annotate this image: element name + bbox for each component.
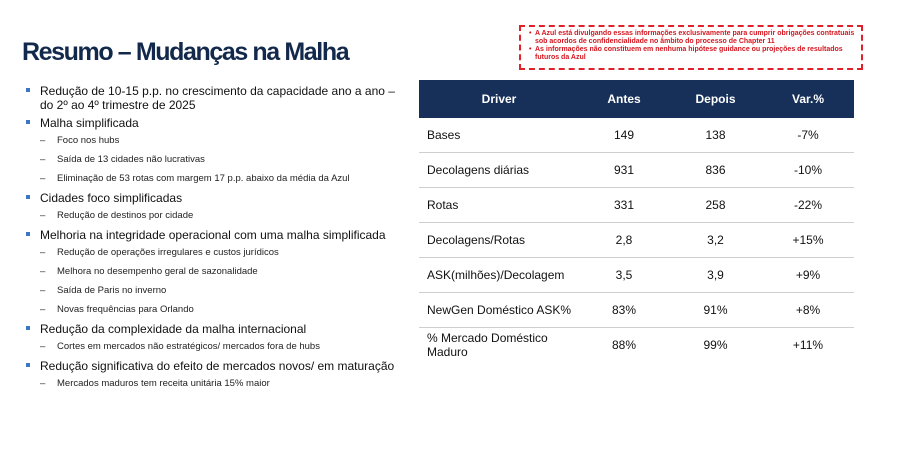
dash-icon: – bbox=[40, 266, 46, 277]
disclaimer-text: A Azul está divulgando essas informações… bbox=[535, 30, 855, 45]
bullet-square-icon bbox=[26, 195, 30, 199]
cell-depois: 3,9 bbox=[669, 257, 762, 293]
sub-bullet-item: – Melhora no desempenho geral de sazonali… bbox=[26, 265, 396, 278]
cell-antes: 149 bbox=[579, 118, 669, 153]
table-row: % Mercado Doméstico Maduro 88% 99% +11% bbox=[419, 328, 854, 363]
cell-antes: 3,5 bbox=[579, 257, 669, 293]
bullet-text: Redução de 10-15 p.p. no crescimento da … bbox=[40, 84, 395, 112]
cell-depois: 3,2 bbox=[669, 222, 762, 258]
disclaimer-box: • A Azul está divulgando essas informaçõ… bbox=[519, 25, 863, 70]
cell-driver: NewGen Doméstico ASK% bbox=[419, 292, 579, 328]
column-header-depois: Depois bbox=[669, 80, 762, 118]
table-row: ASK(milhões)/Decolagem 3,5 3,9 +9% bbox=[419, 257, 854, 293]
cell-depois: 91% bbox=[669, 292, 762, 328]
disclaimer-line: • A Azul está divulgando essas informaçõ… bbox=[529, 30, 855, 46]
sub-bullet-item: – Saída de 13 cidades não lucrativas bbox=[26, 153, 396, 166]
table-row: NewGen Doméstico ASK% 83% 91% +8% bbox=[419, 292, 854, 328]
cell-depois: 99% bbox=[703, 338, 728, 352]
bullet-square-icon bbox=[26, 88, 30, 92]
sub-bullet-item: – Novas frequências para Orlando bbox=[26, 303, 396, 316]
cell-depois: 138 bbox=[669, 118, 762, 153]
disclaimer-bullet: • bbox=[529, 30, 532, 37]
table-row: Bases 149 138 -7% bbox=[419, 118, 854, 153]
bullet-square-icon bbox=[26, 326, 30, 330]
cell-var: +8% bbox=[762, 292, 854, 328]
sub-bullet-text: Redução de operações irregulares e custo… bbox=[57, 247, 279, 258]
cell-antes: 331 bbox=[579, 187, 669, 223]
bullet-text: Cidades foco simplificadas bbox=[40, 191, 183, 205]
bullet-square-icon bbox=[26, 120, 30, 124]
sub-bullet-text: Melhora no desempenho geral de sazonalid… bbox=[57, 266, 258, 277]
bullet-item: Redução significativa do efeito de merca… bbox=[26, 359, 396, 373]
sub-bullet-item: – Cortes em mercados não estratégicos/ me… bbox=[26, 340, 396, 353]
bullet-item: Melhoria na integridade operacional com … bbox=[26, 228, 396, 242]
bullet-square-icon bbox=[26, 232, 30, 236]
column-header-driver: Driver bbox=[419, 80, 579, 118]
cell-var: +15% bbox=[762, 222, 854, 258]
sub-bullet-text: Redução de destinos por cidade bbox=[57, 210, 194, 221]
sub-bullet-item: – Eliminação de 53 rotas com margem 17 p.… bbox=[26, 172, 396, 185]
bullet-text: Melhoria na integridade operacional com … bbox=[40, 228, 386, 242]
column-header-antes: Antes bbox=[579, 80, 669, 118]
column-header-var: Var.% bbox=[762, 80, 854, 118]
bullet-item: Malha simplificada bbox=[26, 116, 396, 130]
dash-icon: – bbox=[40, 210, 46, 221]
bullet-text: Redução significativa do efeito de merca… bbox=[40, 359, 395, 373]
cell-driver: Rotas bbox=[419, 187, 579, 223]
sub-bullet-item: – Redução de destinos por cidade bbox=[26, 209, 396, 222]
dash-icon: – bbox=[40, 285, 46, 296]
cell-driver: Decolagens diárias bbox=[419, 152, 579, 188]
summary-bullet-list: Redução de 10-15 p.p. no crescimento da … bbox=[26, 84, 396, 396]
cell-var: +9% bbox=[762, 257, 854, 293]
dash-icon: – bbox=[40, 173, 46, 184]
cell-antes: 931 bbox=[579, 152, 669, 188]
bullet-text: Malha simplificada bbox=[40, 116, 139, 130]
sub-bullet-item: – Saída de Paris no inverno bbox=[26, 284, 396, 297]
cell-driver: Bases bbox=[419, 118, 579, 153]
table-row: Rotas 331 258 -22% bbox=[419, 187, 854, 223]
cell-driver: ASK(milhões)/Decolagem bbox=[419, 257, 579, 293]
cell-antes: 2,8 bbox=[579, 222, 669, 258]
cell-var: -10% bbox=[762, 152, 854, 188]
page-title: Resumo – Mudanças na Malha bbox=[22, 38, 350, 66]
network-changes-table: Driver Antes Depois Var.% Bases 149 138 … bbox=[419, 80, 854, 362]
dash-icon: – bbox=[40, 341, 46, 352]
cell-var: +11% bbox=[792, 338, 824, 352]
bullet-square-icon bbox=[26, 363, 30, 367]
bullet-item: Redução da complexidade da malha interna… bbox=[26, 322, 396, 336]
sub-bullet-text: Saída de Paris no inverno bbox=[57, 285, 167, 296]
dash-icon: – bbox=[40, 304, 46, 315]
table-row: Decolagens/Rotas 2,8 3,2 +15% bbox=[419, 222, 854, 258]
sub-bullet-text: Foco nos hubs bbox=[57, 135, 120, 146]
bullet-item: Cidades foco simplificadas bbox=[26, 191, 396, 205]
cell-depois: 258 bbox=[669, 187, 762, 223]
disclaimer-line: • As informações não constituem em nenhu… bbox=[529, 46, 855, 62]
cell-var: -22% bbox=[762, 187, 854, 223]
sub-bullet-text: Novas frequências para Orlando bbox=[57, 304, 194, 315]
sub-bullet-text: Eliminação de 53 rotas com margem 17 p.p… bbox=[57, 173, 350, 184]
disclaimer-text: As informações não constituem em nenhuma… bbox=[535, 46, 843, 61]
sub-bullet-text: Cortes em mercados não estratégicos/ mer… bbox=[57, 341, 320, 352]
table-header-row: Driver Antes Depois Var.% bbox=[419, 80, 854, 118]
sub-bullet-item: – Foco nos hubs bbox=[26, 134, 396, 147]
cell-depois: 836 bbox=[669, 152, 762, 188]
cell-driver: Decolagens/Rotas bbox=[419, 222, 579, 258]
disclaimer-bullet: • bbox=[529, 46, 532, 53]
bullet-text: Redução da complexidade da malha interna… bbox=[40, 322, 307, 336]
sub-bullet-item: – Mercados maduros tem receita unitária 1… bbox=[26, 377, 396, 390]
cell-var: -7% bbox=[762, 118, 854, 153]
sub-bullet-text: Saída de 13 cidades não lucrativas bbox=[57, 154, 205, 165]
cell-antes: 88% bbox=[611, 338, 637, 352]
sub-bullet-item: – Redução de operações irregulares e cust… bbox=[26, 246, 396, 259]
sub-bullet-text: Mercados maduros tem receita unitária 15… bbox=[57, 378, 270, 389]
dash-icon: – bbox=[40, 247, 46, 258]
dash-icon: – bbox=[40, 378, 46, 389]
table-row: Decolagens diárias 931 836 -10% bbox=[419, 152, 854, 188]
cell-antes: 83% bbox=[579, 292, 669, 328]
dash-icon: – bbox=[40, 154, 46, 165]
bullet-item: Redução de 10-15 p.p. no crescimento da … bbox=[26, 84, 396, 112]
dash-icon: – bbox=[40, 135, 46, 146]
cell-driver: % Mercado Doméstico Maduro bbox=[427, 331, 548, 359]
